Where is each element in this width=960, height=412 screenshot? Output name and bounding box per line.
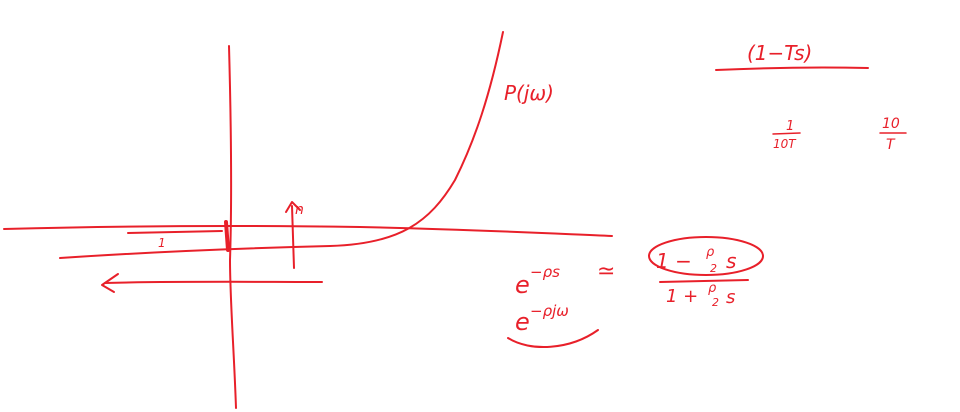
delay-exponent: −ρs [530,263,560,281]
pade-numerator-circle [648,236,764,276]
vertical-arrow-head [285,201,301,213]
approx-symbol: ≃ [597,259,615,284]
pade-den-frac-den: 2 [712,296,719,309]
transfer-numerator: (1−Ts) [747,41,812,65]
vertical-arrow [291,205,295,269]
pade-den-var: s [726,287,735,308]
freq-low-bar [772,132,801,135]
freq-delay-exponent: −ρjω [530,302,569,320]
pade-num-frac-den: 2 [710,262,717,275]
vertical-arrow-label: n [295,202,304,218]
pade-den-frac-num: ρ [708,281,717,296]
pade-fraction-bar [659,279,749,283]
freq-low-num: 1 [786,119,794,134]
tick-label: 1 [158,236,166,250]
origin-mark [224,220,230,252]
transfer-fraction-bar [715,66,869,71]
freq-low-den: 10T [773,137,797,151]
freq-high-num: 10 [882,116,900,132]
horizontal-axis [3,224,613,237]
left-arrow-head [101,273,119,293]
pade-numerator: 1 − [656,249,692,273]
pade-denominator: 1 + [666,286,698,307]
pade-num-var: s [726,249,736,273]
freq-delay-base: e [515,308,530,336]
plot-label: P(jω) [504,81,554,105]
vertical-axis [228,45,237,409]
delay-base: e [515,271,530,299]
lower-line [104,280,323,284]
freq-high-den: T [886,137,896,153]
nyquist-curve [59,31,504,259]
axis-tick-line [127,230,223,234]
pade-num-frac-num: ρ [706,245,715,260]
freq-delay-underline [507,329,599,348]
